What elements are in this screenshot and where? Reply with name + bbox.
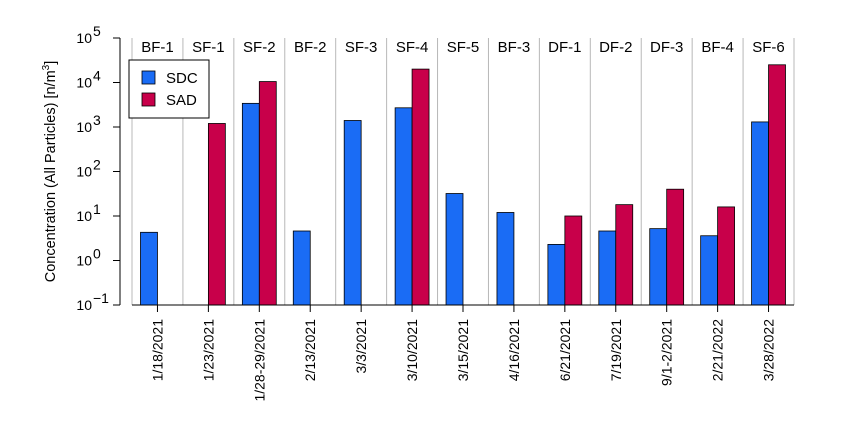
group-label: SF-3 — [345, 39, 378, 56]
bar-sad — [258, 81, 277, 306]
x-category-label: 9/1-2/2021 — [659, 319, 675, 386]
x-category-label: 3/3/2021 — [353, 319, 369, 374]
group-label: SF-2 — [243, 39, 276, 56]
group-separators — [131, 38, 795, 305]
bar-sad — [666, 188, 685, 306]
y-tick-label: 10 — [76, 30, 92, 46]
y-tick-label: 10 — [76, 208, 92, 224]
group-label: DF-2 — [599, 39, 632, 56]
y-tick-label: 10 — [76, 253, 92, 269]
bar-sad — [717, 206, 735, 306]
group-label: BF-1 — [141, 39, 174, 56]
x-category-label: 6/21/2021 — [557, 319, 573, 381]
y-tick-exponent: 3 — [93, 112, 101, 128]
bar-sdc — [394, 107, 413, 306]
bar-sdc — [140, 231, 158, 306]
x-category-label: 1/18/2021 — [149, 319, 165, 381]
bar-sdc — [751, 121, 769, 306]
group-label: BF-3 — [498, 39, 531, 56]
x-category-label: 1/23/2021 — [200, 319, 216, 381]
bar-sdc — [445, 193, 464, 306]
bar-sdc — [547, 244, 566, 306]
x-category-label: 3/10/2021 — [404, 319, 420, 381]
x-category-label: 3/28/2022 — [761, 319, 777, 381]
bar-sdc — [343, 120, 362, 306]
x-category-label: 4/16/2021 — [506, 319, 522, 381]
y-axis-title: Concentration (All Particles) [n/m3] — [41, 61, 59, 283]
y-tick-exponent: 4 — [93, 68, 101, 84]
x-axis-ticks: 1/18/2021 1/23/2021 1/28-29/2021 2/13/2021 3… — [149, 305, 777, 402]
legend-label-sdc: SDC — [166, 70, 198, 87]
group-label: SF-1 — [192, 39, 225, 56]
legend-label-sad: SAD — [166, 92, 197, 109]
x-category-label: 2/13/2021 — [302, 319, 318, 381]
y-tick-exponent: 2 — [93, 157, 101, 173]
group-label: SF-4 — [396, 39, 429, 56]
legend-box — [128, 59, 210, 119]
bar-sad — [564, 215, 583, 306]
bar-sdc — [700, 235, 719, 306]
group-label: DF-1 — [548, 39, 581, 56]
y-tick-label: 10 — [76, 75, 92, 91]
group-label: BF-2 — [294, 39, 327, 56]
y-tick-exponent: −1 — [93, 290, 109, 306]
group-label: DF-3 — [650, 39, 683, 56]
group-labels: BF-1 SF-1 SF-2 BF-2 SF-3 SF-4 SF-5 BF-3 DF-1 DF-2… — [141, 39, 785, 56]
legend: SDC SAD — [128, 59, 210, 119]
y-tick-label: 10 — [76, 119, 92, 135]
y-tick-exponent: 5 — [93, 23, 101, 39]
bar-sdc — [649, 228, 668, 306]
y-tick-exponent: 1 — [93, 201, 101, 217]
y-tick-exponent: 0 — [93, 246, 101, 262]
x-category-label: 2/21/2022 — [710, 319, 726, 381]
bar-sad — [615, 204, 634, 306]
x-category-label: 3/15/2021 — [455, 319, 471, 381]
bar-sad — [768, 64, 786, 306]
bar-sad — [411, 68, 430, 306]
bar-sdc — [598, 230, 617, 306]
bar-sdc — [292, 230, 311, 306]
group-label: BF-4 — [701, 39, 734, 56]
bars-layer — [140, 64, 786, 306]
x-category-label: 1/28-29/2021 — [251, 319, 267, 402]
bar-sad — [207, 123, 226, 306]
group-label: SF-5 — [447, 39, 480, 56]
group-label: SF-6 — [752, 39, 785, 56]
legend-swatch-sad — [141, 92, 156, 107]
bar-sdc — [496, 212, 515, 306]
y-tick-label: 10 — [76, 297, 92, 313]
x-category-label: 7/19/2021 — [608, 319, 624, 381]
legend-swatch-sdc — [141, 70, 156, 85]
bar-sdc — [241, 102, 260, 306]
y-tick-label: 10 — [76, 164, 92, 180]
